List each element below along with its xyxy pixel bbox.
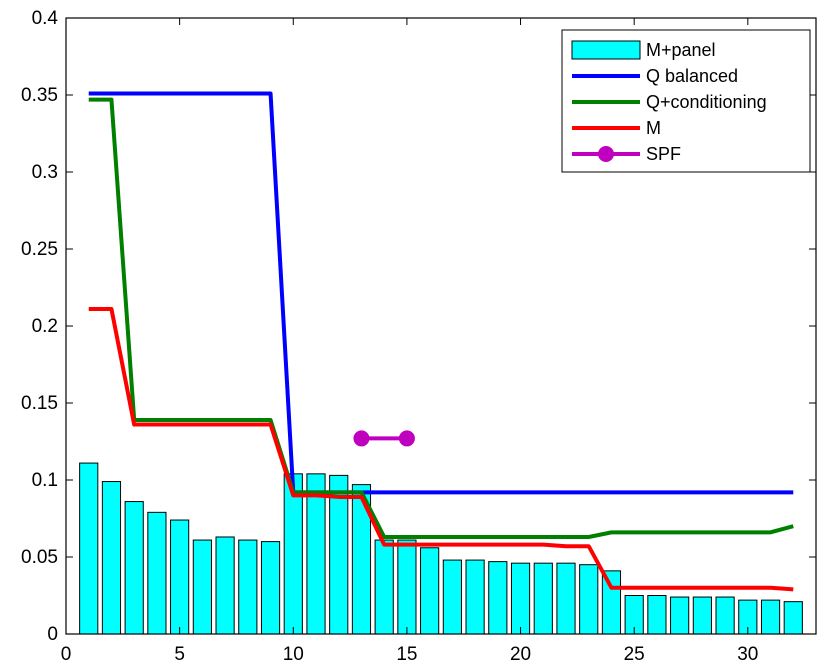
y-tick-label: 0 <box>47 624 58 645</box>
bar <box>647 595 667 635</box>
series-marker <box>353 430 370 447</box>
x-tick-label: 30 <box>737 644 758 662</box>
y-tick-label: 0.25 <box>21 239 58 260</box>
bar <box>692 596 712 635</box>
series-line <box>88 97 794 539</box>
axes-layer: 0 0.05 0.1 0.15 0.2 0.25 0.3 0.35 0.4 0 5 10 15 20 25 3… <box>21 8 817 662</box>
bar <box>260 541 281 635</box>
bar <box>147 511 167 635</box>
bars-layer <box>79 462 803 635</box>
y-tick-label: 0.2 <box>32 316 58 337</box>
y-tick-label: 0.3 <box>32 162 58 183</box>
bar <box>215 536 235 635</box>
bar <box>374 539 394 635</box>
bar <box>283 473 303 635</box>
legend-label: Q+conditioning <box>646 92 767 112</box>
bar <box>510 562 531 635</box>
y-tick-label: 0.15 <box>21 393 58 414</box>
x-tick-label: 0 <box>61 644 72 662</box>
bar <box>670 596 690 635</box>
bar <box>533 562 553 635</box>
x-tick-label: 20 <box>510 644 531 662</box>
series-marker <box>398 430 415 447</box>
bar <box>783 601 803 635</box>
legend-swatch-bar <box>571 40 641 60</box>
y-tick-label: 0.1 <box>32 470 58 491</box>
bar <box>170 519 190 635</box>
bar <box>715 596 735 635</box>
legend: M+panel Q balanced Q+conditioning M SPF <box>561 29 811 173</box>
legend-label: M <box>646 118 661 138</box>
bar <box>192 539 212 635</box>
series-line <box>88 307 794 592</box>
bar <box>760 599 781 635</box>
x-tick-label: 15 <box>396 644 417 662</box>
y-tick-label: 0.4 <box>32 8 59 29</box>
bar <box>306 473 326 635</box>
bar <box>238 539 258 635</box>
x-tick-label: 5 <box>174 644 185 662</box>
bar <box>556 562 576 635</box>
bar <box>124 501 144 635</box>
bar <box>101 481 122 635</box>
lines-layer <box>88 91 794 592</box>
legend-label: SPF <box>646 144 681 164</box>
bar <box>579 564 599 635</box>
bar <box>465 559 485 635</box>
legend-label: Q balanced <box>646 66 738 86</box>
bar <box>397 539 417 635</box>
bar <box>488 561 508 635</box>
bar <box>79 462 99 635</box>
bar <box>442 559 462 635</box>
bar <box>329 474 349 635</box>
legend-label: M+panel <box>646 40 716 60</box>
series-line <box>88 91 794 495</box>
x-tick-label: 10 <box>283 644 304 662</box>
y-tick-label: 0.35 <box>21 85 58 106</box>
x-tick-label: 25 <box>624 644 645 662</box>
legend-swatch-marker <box>598 146 614 162</box>
y-tick-label: 0.05 <box>21 547 58 568</box>
bar <box>420 547 440 635</box>
